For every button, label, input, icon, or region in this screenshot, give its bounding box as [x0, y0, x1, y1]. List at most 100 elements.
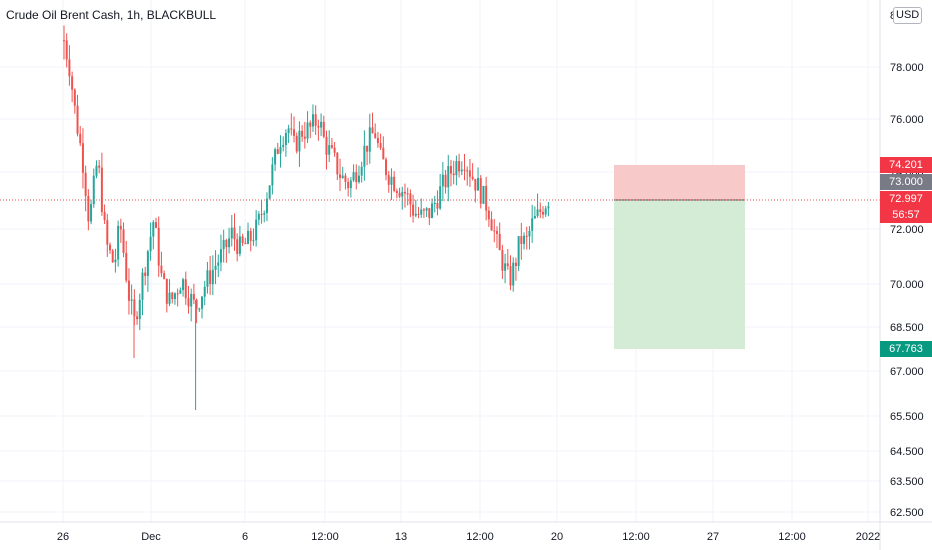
- candle-body: [130, 299, 133, 301]
- candle-body: [401, 191, 404, 197]
- candle-body: [504, 263, 507, 271]
- last-price-tag: 72.997 56:57: [880, 191, 932, 223]
- candle-body: [87, 195, 90, 222]
- candle-body: [90, 204, 93, 222]
- candle-body: [444, 174, 447, 188]
- x-tick-label: 27: [707, 531, 719, 543]
- candle-body: [171, 292, 174, 300]
- candle-body: [374, 133, 377, 138]
- candle-body: [68, 59, 71, 77]
- candle-body: [146, 251, 149, 276]
- candle-body: [322, 121, 325, 137]
- candle-body: [509, 266, 512, 286]
- candle-body: [428, 208, 431, 218]
- candle-body: [279, 146, 282, 154]
- y-tick-label: 72.000: [890, 224, 924, 236]
- candle-body: [260, 214, 263, 216]
- candle-body: [360, 166, 363, 176]
- candle-body: [490, 219, 493, 231]
- candle-body: [406, 193, 409, 195]
- candle-body: [144, 272, 147, 276]
- candle-body: [81, 143, 84, 173]
- candle-body: [73, 89, 76, 106]
- candle-body: [152, 222, 155, 237]
- candle-body: [341, 175, 344, 178]
- candle-body: [536, 209, 539, 216]
- candle-body: [295, 135, 298, 152]
- candle-body: [228, 238, 231, 248]
- candle-body: [512, 262, 515, 286]
- x-tick-label: 6: [242, 531, 248, 543]
- y-tick-label: 63.500: [890, 476, 924, 488]
- candle-body: [455, 161, 458, 176]
- candle-body: [344, 175, 347, 182]
- candle-body: [398, 193, 401, 197]
- candle-body: [225, 239, 228, 248]
- candle-body: [506, 263, 509, 267]
- candle-body: [230, 227, 233, 239]
- candle-body: [390, 176, 393, 185]
- candle-body: [244, 242, 247, 244]
- candle-body: [198, 308, 201, 310]
- candle-body: [271, 164, 274, 186]
- candle-body: [485, 185, 488, 211]
- bar-countdown: 56:57: [892, 209, 920, 221]
- y-tick-label: 68.500: [890, 322, 924, 334]
- candle-body: [119, 225, 122, 230]
- candle-body: [336, 152, 339, 175]
- candle-body: [268, 185, 271, 199]
- x-tick-label: 2022: [856, 531, 880, 543]
- candle-body: [517, 236, 520, 266]
- currency-selector[interactable]: USD: [893, 7, 923, 24]
- x-tick-label: 12:00: [778, 531, 806, 543]
- candle-body: [474, 178, 477, 191]
- candle-body: [290, 128, 293, 130]
- candle-body: [293, 129, 296, 136]
- position-tool[interactable]: [614, 165, 745, 349]
- candle-body: [157, 227, 160, 266]
- candle-body: [149, 236, 152, 252]
- y-tick-label: 62.500: [890, 507, 924, 519]
- candle-body: [328, 145, 331, 155]
- candle-body: [387, 175, 390, 185]
- candle-body: [249, 230, 252, 241]
- candle-body: [311, 114, 314, 127]
- candle-body: [501, 250, 504, 271]
- candle-body: [363, 145, 366, 167]
- candle-body: [265, 198, 268, 214]
- candle-body: [222, 239, 225, 250]
- candle-body: [493, 230, 496, 232]
- candle-body: [176, 293, 179, 295]
- candle-body: [71, 76, 74, 90]
- candle-body: [409, 193, 412, 205]
- candle-body: [439, 186, 442, 209]
- candle-body: [339, 174, 342, 178]
- y-tick-label: 70.000: [890, 279, 924, 291]
- candle-body: [330, 145, 333, 148]
- candle-body: [479, 178, 482, 204]
- candle-body: [165, 278, 168, 304]
- candle-body: [460, 169, 463, 172]
- candle-body: [236, 239, 239, 254]
- candle-body: [257, 214, 260, 220]
- candle-body: [306, 122, 309, 139]
- candle-body: [233, 227, 236, 240]
- x-tick-label: 12:00: [311, 531, 339, 543]
- candle-body: [544, 208, 547, 215]
- candle-body: [282, 144, 285, 147]
- candle-body: [325, 136, 328, 155]
- x-tick-label: 26: [57, 531, 69, 543]
- candle-body: [122, 229, 125, 253]
- candle-body: [458, 161, 461, 172]
- y-tick-label: 76.000: [890, 114, 924, 126]
- candle-body: [393, 176, 396, 191]
- candle-body: [420, 209, 423, 215]
- candle-body: [468, 170, 471, 177]
- candle-body: [447, 166, 450, 188]
- candle-body: [412, 204, 415, 216]
- y-axis: 78.00076.00074.00072.00070.00068.50067.0…: [890, 10, 924, 519]
- candle-body: [303, 136, 306, 139]
- candle-body: [314, 114, 317, 126]
- candle-body: [414, 213, 417, 216]
